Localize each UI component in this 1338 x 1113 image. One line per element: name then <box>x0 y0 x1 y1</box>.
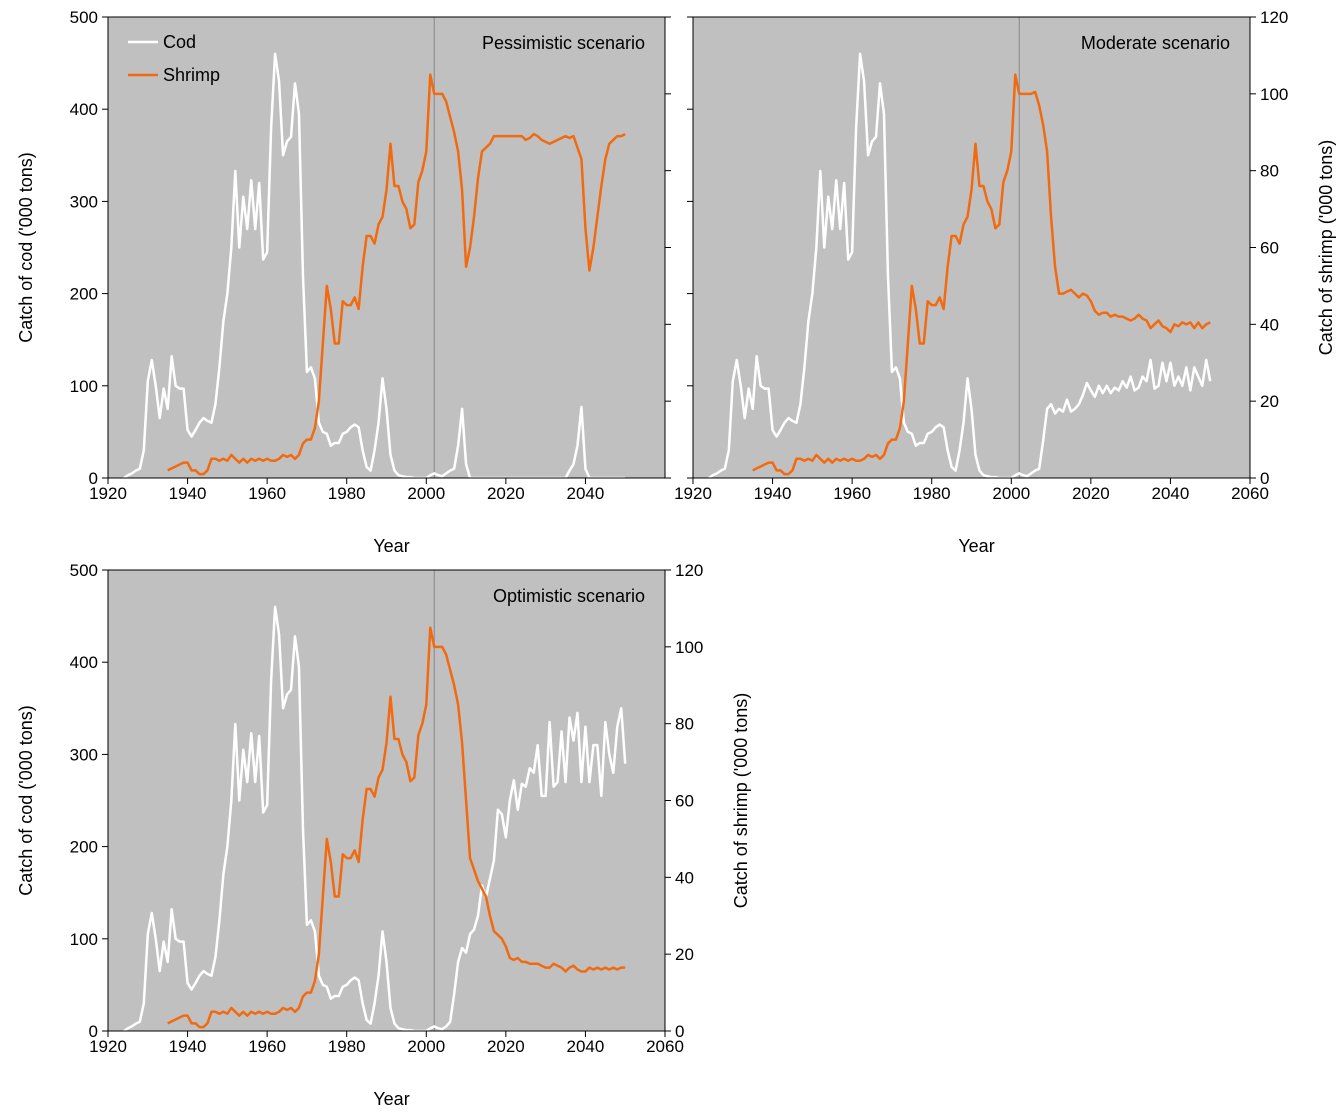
y-tick-label: 0 <box>89 1022 98 1041</box>
y2-tick-label: 100 <box>675 638 703 657</box>
y2-tick-label: 100 <box>1260 85 1288 104</box>
y-tick-label: 500 <box>70 8 98 27</box>
y-tick-label: 500 <box>70 561 98 580</box>
line-shrimp <box>167 73 626 476</box>
line-cod <box>708 52 1212 480</box>
y2-tick-label: 20 <box>675 945 694 964</box>
y-axis-label: Catch of cod ('000 tons) <box>16 705 36 896</box>
y-tick-label: 200 <box>70 838 98 857</box>
x-tick-label: 1920 <box>674 484 712 503</box>
y2-tick-label: 0 <box>675 1022 684 1041</box>
x-tick-label: 1960 <box>248 484 286 503</box>
x-tick-label: 1980 <box>328 1037 366 1056</box>
x-tick-label: 2040 <box>1152 484 1190 503</box>
x-tick-label: 1980 <box>328 484 366 503</box>
y2-tick-label: 120 <box>1260 8 1288 27</box>
x-tick-label: 1940 <box>169 1037 207 1056</box>
legend-label: Cod <box>163 32 196 52</box>
x-tick-label: 2060 <box>646 1037 684 1056</box>
x-tick-label: 1940 <box>754 484 792 503</box>
x-axis-label: Year <box>373 536 409 556</box>
scenario-title: Pessimistic scenario <box>482 33 645 53</box>
y2-tick-label: 60 <box>1260 239 1279 258</box>
x-tick-label: 2020 <box>487 1037 525 1056</box>
x-tick-label: 1940 <box>169 484 207 503</box>
x-axis-label: Year <box>373 1089 409 1109</box>
scenario-title: Moderate scenario <box>1081 33 1230 53</box>
y-tick-label: 300 <box>70 745 98 764</box>
y2-tick-label: 20 <box>1260 392 1279 411</box>
x-tick-label: 2000 <box>407 484 445 503</box>
x-tick-label: 2020 <box>487 484 525 503</box>
legend-label: Shrimp <box>163 65 220 85</box>
y-tick-label: 400 <box>70 653 98 672</box>
x-tick-label: 1920 <box>89 484 127 503</box>
y2-tick-label: 120 <box>675 561 703 580</box>
x-tick-label: 1980 <box>913 484 951 503</box>
y2-tick-label: 80 <box>675 715 694 734</box>
y-tick-label: 400 <box>70 100 98 119</box>
x-tick-label: 1960 <box>833 484 871 503</box>
y-tick-label: 100 <box>70 377 98 396</box>
y-tick-label: 200 <box>70 285 98 304</box>
x-tick-label: 2060 <box>1231 484 1269 503</box>
y-tick-label: 100 <box>70 930 98 949</box>
x-tick-label: 2020 <box>1072 484 1110 503</box>
x-tick-label: 1960 <box>248 1037 286 1056</box>
x-tick-label: 1920 <box>89 1037 127 1056</box>
y2-tick-label: 0 <box>1260 469 1269 488</box>
x-tick-label: 2000 <box>407 1037 445 1056</box>
y2-axis-label: Catch of shrimp ('000 tons) <box>731 693 751 909</box>
x-tick-label: 2040 <box>567 484 605 503</box>
line-shrimp <box>167 626 626 1029</box>
y2-axis-label: Catch of shrimp ('000 tons) <box>1316 140 1336 356</box>
x-axis-label: Year <box>958 536 994 556</box>
line-cod <box>123 605 627 1033</box>
y2-tick-label: 80 <box>1260 162 1279 181</box>
x-tick-label: 2000 <box>992 484 1030 503</box>
y-tick-label: 0 <box>89 469 98 488</box>
y-axis-label: Catch of cod ('000 tons) <box>16 152 36 343</box>
y2-tick-label: 60 <box>675 792 694 811</box>
line-shrimp <box>752 73 1211 476</box>
y2-tick-label: 40 <box>1260 315 1279 334</box>
y-tick-label: 300 <box>70 192 98 211</box>
x-tick-label: 2040 <box>567 1037 605 1056</box>
y2-tick-label: 40 <box>675 868 694 887</box>
scenario-title: Optimistic scenario <box>493 586 645 606</box>
